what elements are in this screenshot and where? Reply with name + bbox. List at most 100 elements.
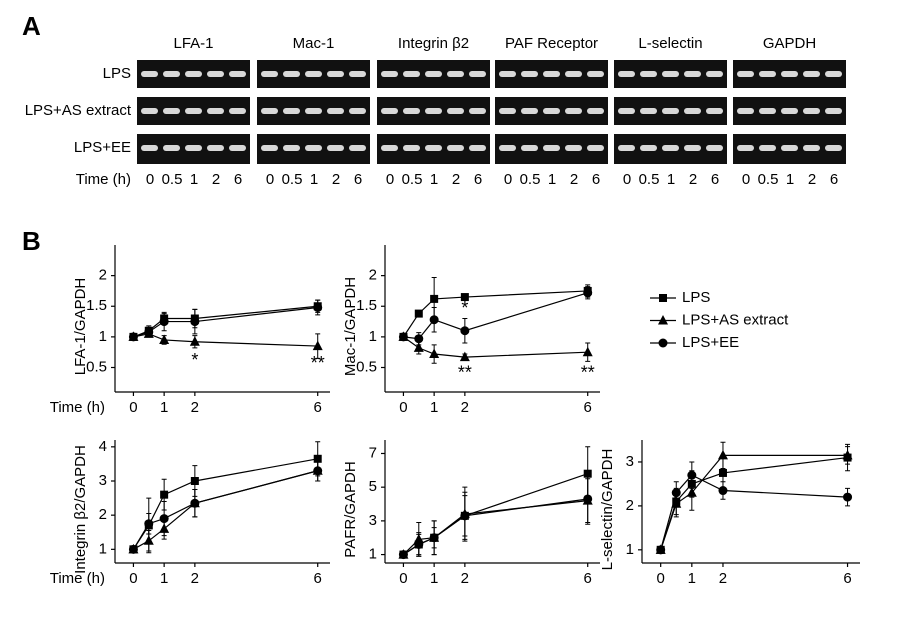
x-tick-label: 6 xyxy=(314,570,322,587)
marker-triangle xyxy=(582,346,593,357)
gel-band xyxy=(425,145,442,151)
legend-marker xyxy=(658,338,668,348)
gel-band xyxy=(640,145,657,151)
marker-circle xyxy=(414,539,424,549)
gene-label: GAPDH xyxy=(763,35,816,52)
gene-label: L-selectin xyxy=(638,35,702,52)
gel-band xyxy=(803,108,820,114)
gel-band xyxy=(283,145,300,151)
legend-marker xyxy=(659,294,667,302)
marker-square xyxy=(430,294,439,303)
gel-band xyxy=(521,108,538,114)
marker-triangle xyxy=(429,348,440,359)
legend-marker xyxy=(658,315,668,325)
time-label: 2 xyxy=(689,171,697,188)
series-line xyxy=(133,470,318,550)
gene-label: LFA-1 xyxy=(173,35,213,52)
gel-band xyxy=(618,71,635,77)
marker-circle xyxy=(429,315,439,325)
y-tick-label: 1.5 xyxy=(86,297,107,314)
marker-circle xyxy=(128,544,138,554)
marker-circle xyxy=(398,332,408,342)
gel-band xyxy=(684,108,701,114)
gel-band xyxy=(229,71,246,77)
gel-band xyxy=(207,108,224,114)
row-label: LPS+EE xyxy=(74,139,131,156)
gel-band xyxy=(521,71,538,77)
significance-mark: ** xyxy=(458,362,472,382)
x-tick-label: 2 xyxy=(191,399,199,416)
gel-band xyxy=(207,145,224,151)
marker-circle xyxy=(583,288,593,298)
marker-circle xyxy=(398,550,408,560)
time-label: 0.5 xyxy=(639,171,660,188)
x-tick-label: 6 xyxy=(584,399,592,416)
gel-band xyxy=(662,145,679,151)
marker-circle xyxy=(159,317,169,327)
significance-mark: ** xyxy=(581,362,595,382)
gel-band xyxy=(381,108,398,114)
y-tick-label: 3 xyxy=(99,472,107,489)
x-axis-label: Time (h) xyxy=(50,399,105,416)
legend-label: LPS+EE xyxy=(682,334,739,351)
marker-square xyxy=(190,477,199,485)
marker-square xyxy=(160,490,169,499)
gel-band xyxy=(543,108,560,114)
marker-triangle xyxy=(189,336,200,346)
gel-band xyxy=(403,145,420,151)
time-label: 2 xyxy=(570,171,578,188)
gel-band xyxy=(759,71,776,77)
gel-band xyxy=(521,145,538,151)
gel-band xyxy=(565,145,582,151)
gel-band xyxy=(283,108,300,114)
y-tick-label: 5 xyxy=(369,478,377,495)
series-line xyxy=(403,473,588,556)
time-label: 0.5 xyxy=(162,171,183,188)
x-tick-label: 0 xyxy=(657,570,665,587)
series-line xyxy=(132,458,318,550)
series-line xyxy=(403,498,588,556)
x-tick-label: 6 xyxy=(314,399,322,416)
gel-band xyxy=(261,145,278,151)
marker-circle xyxy=(313,466,323,476)
gel-band xyxy=(469,108,486,114)
gel-band xyxy=(163,71,180,77)
time-label: 0 xyxy=(386,171,394,188)
marker-circle xyxy=(718,486,728,496)
gel-band xyxy=(349,145,366,151)
y-tick-label: 3 xyxy=(626,453,634,470)
time-label: 1 xyxy=(430,171,438,188)
gel-band xyxy=(825,108,842,114)
time-label: 1 xyxy=(310,171,318,188)
time-label: 0 xyxy=(623,171,631,188)
time-label: 1 xyxy=(190,171,198,188)
series-line xyxy=(660,456,848,551)
x-tick-label: 2 xyxy=(461,399,469,416)
gel-band xyxy=(640,108,657,114)
gel-band xyxy=(469,71,486,77)
x-tick-label: 1 xyxy=(160,570,168,587)
legend-label: LPS xyxy=(682,289,710,306)
gel-band xyxy=(327,108,344,114)
y-tick-label: 3 xyxy=(369,512,377,529)
y-axis-label: Integrin β2/GAPDH xyxy=(72,445,89,574)
marker-triangle xyxy=(312,340,323,351)
y-tick-label: 2 xyxy=(369,267,377,284)
marker-triangle xyxy=(842,449,853,460)
gel-band xyxy=(587,71,604,77)
gel-band xyxy=(403,71,420,77)
gel-band xyxy=(781,108,798,114)
marker-circle xyxy=(656,545,666,555)
x-tick-label: 0 xyxy=(399,570,407,587)
gel-band xyxy=(185,145,202,151)
gel-band xyxy=(349,71,366,77)
x-tick-label: 6 xyxy=(843,570,851,587)
marker-triangle xyxy=(159,334,170,344)
panel-label: A xyxy=(22,11,41,41)
gel-band xyxy=(781,145,798,151)
time-label: 6 xyxy=(592,171,600,188)
gel-band xyxy=(185,71,202,77)
gel-band xyxy=(499,108,516,114)
gel-band xyxy=(229,108,246,114)
marker-circle xyxy=(671,488,681,498)
